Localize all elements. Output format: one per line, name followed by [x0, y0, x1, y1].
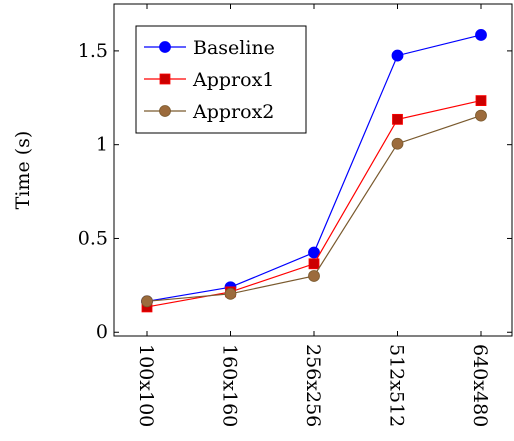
legend-item-approx1: Approx1: [144, 69, 274, 91]
legend-label: Approx1: [192, 69, 274, 91]
data-point-marker: [159, 41, 171, 53]
y-tick-label: 1.5: [78, 40, 108, 62]
x-tick-label: 160x160: [219, 344, 241, 427]
legend-item-approx2: Approx2: [144, 101, 274, 123]
y-tick-label: 0: [96, 321, 108, 343]
data-point-marker: [159, 105, 171, 117]
plot-frame: [113, 3, 513, 337]
series-approx2: [141, 109, 487, 308]
data-point-marker: [475, 109, 487, 122]
data-point-marker: [224, 287, 237, 300]
data-point-marker: [392, 113, 403, 125]
data-point-marker: [141, 295, 153, 308]
y-axis-ticks: 0 0.5 1 1.5: [78, 40, 512, 343]
y-axis-label: Time (s): [12, 131, 34, 210]
x-tick-label: 256x256: [302, 344, 324, 427]
data-point-marker: [391, 137, 404, 150]
series-layer: [141, 29, 487, 313]
data-point-marker: [159, 73, 171, 85]
legend-label: Baseline: [193, 37, 275, 59]
y-tick-label: 1: [96, 134, 108, 156]
legend-label: Approx2: [192, 101, 274, 123]
data-point-marker: [308, 270, 320, 282]
legend-item-baseline: Baseline: [144, 37, 275, 59]
data-point-marker: [391, 49, 404, 62]
x-axis-ticks: 100x100 160x160 256x256 512x512 640x480: [135, 4, 491, 427]
data-point-marker: [308, 258, 320, 270]
x-tick-label: 640x480: [469, 344, 491, 427]
x-tick-label: 512x512: [386, 344, 408, 427]
data-point-marker: [475, 95, 487, 106]
data-point-marker: [308, 246, 320, 259]
legend: Baseline Approx1 Approx2: [135, 25, 307, 134]
data-point-marker: [475, 29, 487, 41]
y-tick-label: 0.5: [78, 227, 108, 249]
x-tick-label: 100x100: [135, 344, 157, 427]
